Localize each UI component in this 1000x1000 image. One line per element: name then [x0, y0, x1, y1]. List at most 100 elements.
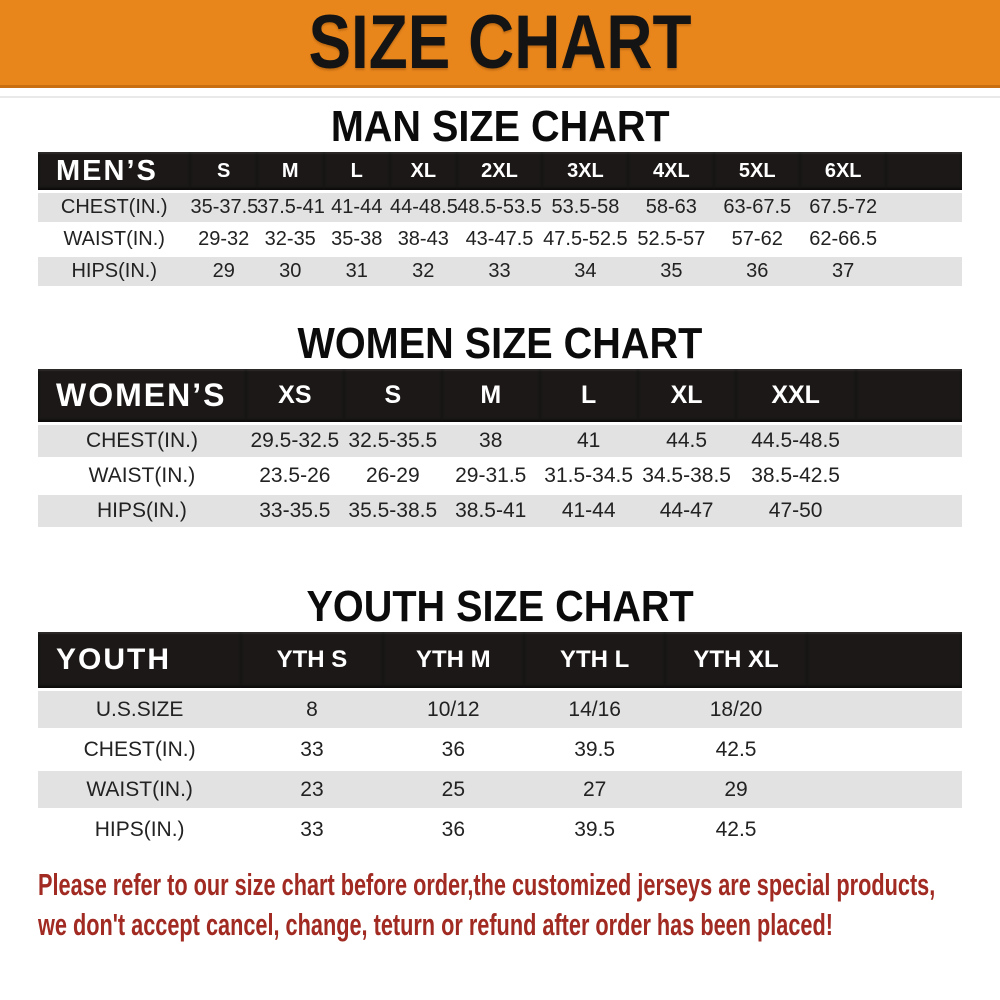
- size-cell: 41-44: [561, 499, 616, 522]
- size-column-header: XL: [390, 152, 457, 190]
- size-chart-banner: SIZE CHART: [0, 0, 1000, 88]
- spacer-cell: [807, 691, 962, 728]
- size-cell: 36: [746, 260, 769, 282]
- table-row: CHEST(IN.) 33 36 39.5 42.5: [38, 731, 962, 768]
- size-cell: 33: [300, 817, 324, 841]
- table-header-label: WOMEN’S: [38, 369, 246, 422]
- row-label: WAIST(IN.): [86, 777, 193, 801]
- spacer-cell: [856, 495, 962, 527]
- row-label: HIPS(IN.): [71, 260, 158, 282]
- spacer-cell: [807, 731, 962, 768]
- table-row: HIPS(IN.) 29 30 31 32 33 34 35 36 37: [38, 257, 962, 286]
- row-label: WAIST(IN.): [63, 228, 165, 250]
- row-label: U.S.SIZE: [95, 697, 184, 721]
- size-cell: 63-67.5: [723, 196, 792, 218]
- spacer-cell: [856, 460, 962, 492]
- size-cell: 32: [412, 260, 435, 282]
- size-cell: 31.5-34.5: [544, 464, 634, 487]
- size-cell: 38.5-42.5: [751, 464, 840, 487]
- size-column-header: YTH XL: [665, 632, 807, 688]
- size-column-header: 6XL: [800, 152, 887, 190]
- table-row: WAIST(IN.) 29-32 32-35 35-38 38-43 43-47.5 47.…: [38, 225, 962, 254]
- spacer-cell: [807, 771, 962, 808]
- size-cell: 23: [300, 777, 324, 801]
- size-column-header: S: [190, 152, 257, 190]
- size-cell: 33: [488, 260, 511, 282]
- size-cell: 27: [583, 777, 607, 801]
- women-size-table: WOMEN’S XS S M L XL XXL CHEST(IN.) 29.5-32.5 32.5…: [38, 366, 962, 530]
- spacer-cell: [886, 152, 962, 190]
- size-column-header: 2XL: [456, 152, 543, 190]
- spacer-cell: [886, 225, 962, 254]
- size-cell: 35-38: [331, 228, 383, 250]
- size-cell: 41: [576, 429, 601, 452]
- size-column-header: YTH M: [382, 632, 524, 688]
- man-section-heading: MAN SIZE CHART: [0, 105, 1000, 149]
- size-cell: 34.5-38.5: [642, 464, 731, 487]
- row-label: HIPS(IN.): [94, 817, 185, 841]
- disclaimer-line-1: Please refer to our size chart before or…: [38, 867, 936, 902]
- table-row: WAIST(IN.) 23 25 27 29: [38, 771, 962, 808]
- size-cell: 47-50: [768, 499, 823, 522]
- youth-size-table: YOUTH YTH S YTH M YTH L YTH XL U.S.SIZE 8 10/12…: [38, 629, 962, 851]
- size-cell: 38: [479, 429, 503, 452]
- size-cell: 52.5-57: [637, 228, 706, 250]
- spacer-cell: [886, 193, 962, 222]
- size-cell: 38-43: [397, 228, 449, 250]
- table-row: WAIST(IN.) 23.5-26 26-29 29-31.5 31.5-34.5 34…: [38, 460, 962, 492]
- spacer-cell: [886, 257, 962, 286]
- size-cell: 23.5-26: [259, 464, 331, 487]
- size-column-header: XXL: [735, 369, 856, 422]
- size-cell: 42.5: [715, 737, 757, 761]
- size-cell: 67.5-72: [809, 196, 878, 218]
- size-cell: 31: [345, 260, 368, 282]
- size-cell: 38.5-41: [455, 499, 527, 522]
- size-column-header: L: [323, 152, 391, 190]
- table-row: CHEST(IN.) 29.5-32.5 32.5-35.5 38 41 44.5 44.5…: [38, 425, 962, 457]
- size-cell: 37.5-41: [256, 196, 325, 218]
- banner-title: SIZE CHART: [308, 0, 692, 85]
- size-cell: 57-62: [731, 228, 783, 250]
- size-cell: 32-35: [264, 228, 316, 250]
- size-cell: 35.5-38.5: [348, 499, 438, 522]
- size-cell: 29-32: [198, 228, 250, 250]
- table-header-label: MEN’S: [38, 152, 191, 190]
- size-cell: 42.5: [715, 817, 757, 841]
- size-cell: 53.5-58: [551, 196, 620, 218]
- size-cell: 29: [212, 260, 235, 282]
- size-cell: 26-29: [365, 464, 420, 487]
- man-section-heading-text: MAN SIZE CHART: [330, 102, 670, 151]
- size-cell: 44.5-48.5: [751, 429, 840, 452]
- size-column-header: XS: [245, 369, 344, 422]
- size-column-header: M: [256, 152, 324, 190]
- size-cell: 29-31.5: [455, 464, 527, 487]
- size-cell: 48.5-53.5: [457, 196, 542, 218]
- size-cell: 33: [300, 737, 324, 761]
- size-column-header: 5XL: [714, 152, 801, 190]
- size-cell: 14/16: [568, 697, 621, 721]
- order-disclaimer: Please refer to our size chart before or…: [0, 865, 1000, 945]
- size-cell: 36: [441, 817, 465, 841]
- row-label: WAIST(IN.): [88, 464, 196, 487]
- size-cell: 39.5: [574, 817, 616, 841]
- spacer-cell: [807, 811, 962, 848]
- size-cell: 44-48.5: [390, 196, 458, 218]
- disclaimer-line-2: we don't accept cancel, change, teturn o…: [38, 907, 833, 942]
- size-cell: 41-44: [331, 196, 383, 218]
- table-row: CHEST(IN.) 35-37.5 37.5-41 41-44 44-48.5 48.5…: [38, 193, 962, 222]
- size-cell: 62-66.5: [809, 228, 878, 250]
- size-cell: 10/12: [427, 697, 480, 721]
- row-label: CHEST(IN.): [60, 196, 168, 218]
- size-cell: 34: [574, 260, 597, 282]
- table-row: HIPS(IN.) 33 36 39.5 42.5: [38, 811, 962, 848]
- size-cell: 25: [441, 777, 465, 801]
- size-cell: 44.5: [666, 429, 708, 452]
- size-cell: 30: [279, 260, 302, 282]
- size-column-header: XL: [637, 369, 736, 422]
- size-cell: 36: [441, 737, 465, 761]
- size-cell: 29: [724, 777, 748, 801]
- row-label: CHEST(IN.): [85, 429, 198, 452]
- size-column-header: YTH L: [524, 632, 666, 688]
- size-column-header: 4XL: [628, 152, 715, 190]
- spacer-cell: [806, 632, 962, 688]
